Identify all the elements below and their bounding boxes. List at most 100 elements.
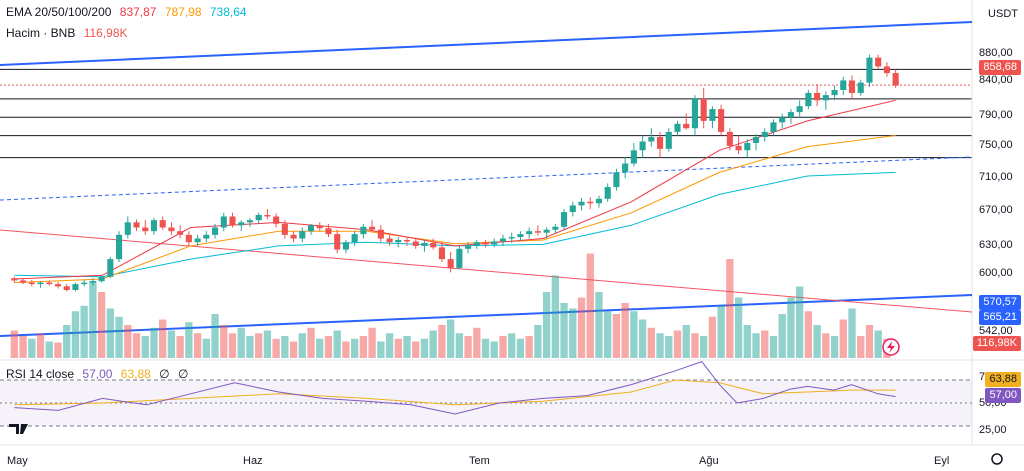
volume-bar-44 (394, 338, 402, 358)
volume-bar-78 (691, 333, 699, 358)
volume-bar-11 (106, 308, 115, 358)
volume-bar-32 (289, 341, 298, 358)
candle-body-79 (700, 98, 707, 121)
candle-body-95 (840, 80, 847, 90)
candle-body-77 (683, 123, 690, 129)
volume-bar-80 (708, 316, 717, 358)
volume-bar-1 (19, 336, 27, 358)
volume-bar-96 (848, 308, 856, 358)
volume-legend[interactable]: Hacim · BNB 116,98K (6, 26, 133, 40)
volume-bar-92 (813, 325, 821, 358)
rsi-empty-2: ∅ (177, 367, 189, 381)
volume-bar-63 (560, 303, 568, 358)
candle-body-42 (377, 229, 384, 239)
candle-body-23 (211, 227, 219, 235)
volume-bar-71 (630, 311, 638, 358)
price-tick-1: 840,00 (979, 74, 1013, 86)
volume-bar-72 (638, 319, 647, 358)
volume-bar-86 (761, 330, 769, 358)
candle-body-38 (342, 242, 349, 250)
candle-body-91 (805, 92, 812, 107)
trend-line-upper (0, 21, 973, 66)
candle-body-100 (883, 66, 890, 74)
candle-body-85 (752, 137, 760, 143)
candle-body-49 (438, 247, 445, 260)
volume-bar-50 (446, 319, 455, 358)
ema-legend[interactable]: EMA 20/50/100/200 837,87 787,98 738,64 (6, 5, 252, 19)
volume-bar-68 (604, 311, 612, 358)
volume-bar-12 (115, 316, 123, 358)
candle-body-65 (578, 201, 585, 206)
volume-bar-42 (377, 341, 385, 358)
candle-body-94 (831, 90, 838, 96)
rsi-legend[interactable]: RSI 14 close 57,00 63,88 ∅ ∅ (6, 367, 193, 381)
candle-body-83 (735, 145, 742, 151)
volume-bar-21 (193, 333, 202, 358)
time-label-sep: Eyl (934, 455, 950, 467)
volume-bar-70 (621, 303, 629, 358)
rsi-legend-label: RSI 14 close (6, 367, 75, 381)
rsi-line (14, 361, 896, 415)
volume-bar-74 (656, 333, 664, 358)
tv-logo-icon (9, 424, 28, 434)
volume-bar-75 (665, 336, 673, 358)
volume-bar-69 (612, 314, 621, 358)
volume-bar-37 (333, 330, 341, 358)
volume-bar-87 (769, 336, 778, 358)
volume-bar-26 (237, 327, 245, 358)
candle-body-11 (107, 259, 114, 277)
candle-body-39 (351, 234, 358, 243)
candle-body-31 (281, 223, 288, 235)
candle-body-57 (508, 237, 515, 239)
ema200-line (0, 229, 973, 313)
candle-body-24 (220, 216, 227, 228)
candle-body-64 (569, 205, 576, 213)
volume-bar-95 (839, 319, 847, 358)
candle-body-68 (604, 187, 611, 199)
candle-body-44 (395, 240, 402, 243)
volume-bar-54 (481, 338, 490, 358)
trend-badge-upper: 570,57 (979, 295, 1021, 310)
volume-bar-41 (368, 327, 376, 358)
candle-body-7 (72, 284, 79, 290)
currency-label[interactable]: USDT (988, 8, 1018, 20)
price-tick-7: 600,00 (979, 267, 1013, 279)
candle-body-51 (456, 248, 463, 268)
volume-bar-85 (752, 333, 760, 358)
volume-bar-82 (726, 259, 734, 358)
candle-body-30 (273, 216, 280, 224)
candle-body-5 (54, 284, 62, 287)
volume-bar-19 (176, 336, 184, 358)
candle-body-98 (866, 57, 873, 83)
volume-bar-83 (734, 297, 743, 358)
candle-body-84 (744, 142, 751, 151)
candle-body-60 (534, 231, 541, 233)
volume-bar-34 (307, 327, 315, 358)
volume-bar-73 (647, 327, 655, 358)
volume-bar-84 (743, 325, 751, 358)
candle-body-22 (203, 234, 210, 239)
candle-body-35 (316, 225, 323, 229)
candle-body-75 (665, 131, 672, 149)
candle-body-3 (37, 282, 44, 285)
volume-bar-51 (455, 333, 464, 358)
settings-gear-icon (991, 453, 1003, 465)
candle-body-10 (98, 276, 105, 282)
volume-bar-56 (499, 336, 507, 358)
candle-body-52 (465, 245, 472, 249)
candle-body-69 (613, 172, 620, 188)
volume-bar-53 (473, 327, 481, 358)
volume-bar-25 (228, 333, 237, 358)
volume-bar-77 (682, 325, 690, 358)
volume-bar-98 (865, 325, 874, 358)
volume-bar-28 (255, 333, 263, 358)
volume-bar-90 (795, 286, 804, 358)
volume-bar-3 (36, 333, 45, 358)
volume-bar-29 (263, 330, 272, 358)
candle-body-70 (622, 163, 629, 173)
candle-body-61 (543, 229, 550, 233)
candle-body-56 (499, 238, 507, 242)
candle-body-73 (648, 137, 655, 142)
